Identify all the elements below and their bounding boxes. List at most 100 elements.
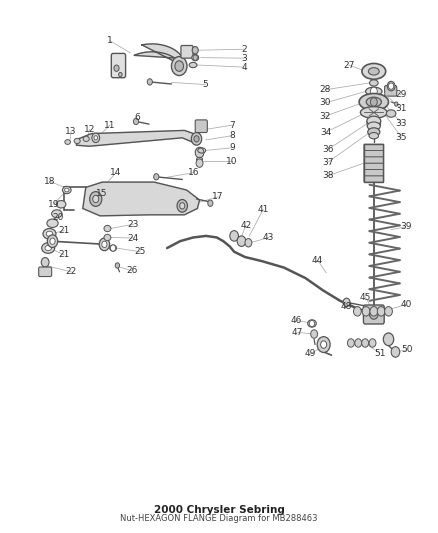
Circle shape xyxy=(311,330,318,338)
FancyBboxPatch shape xyxy=(111,53,126,78)
Ellipse shape xyxy=(65,188,69,192)
Circle shape xyxy=(110,245,116,251)
Circle shape xyxy=(194,136,199,142)
Text: 2: 2 xyxy=(241,45,247,54)
Circle shape xyxy=(362,339,369,347)
Ellipse shape xyxy=(368,68,379,75)
Ellipse shape xyxy=(369,133,378,139)
Circle shape xyxy=(92,133,100,142)
Circle shape xyxy=(41,257,49,267)
Text: 23: 23 xyxy=(128,220,139,229)
Circle shape xyxy=(94,136,98,140)
Text: 41: 41 xyxy=(258,205,269,214)
Text: 32: 32 xyxy=(319,112,331,120)
Text: 27: 27 xyxy=(343,61,354,69)
Text: 39: 39 xyxy=(400,222,412,231)
Text: 7: 7 xyxy=(229,120,235,130)
Circle shape xyxy=(90,191,102,206)
Ellipse shape xyxy=(367,122,380,131)
FancyBboxPatch shape xyxy=(181,45,193,58)
Circle shape xyxy=(195,147,204,158)
Circle shape xyxy=(395,102,398,106)
Circle shape xyxy=(99,238,110,251)
Text: Nut-HEXAGON FLANGE Diagram for MB288463: Nut-HEXAGON FLANGE Diagram for MB288463 xyxy=(120,514,318,523)
Circle shape xyxy=(317,337,330,352)
Circle shape xyxy=(180,203,185,209)
Text: 19: 19 xyxy=(48,200,60,209)
Circle shape xyxy=(371,87,377,95)
Circle shape xyxy=(353,306,361,316)
Text: 35: 35 xyxy=(396,133,407,142)
FancyBboxPatch shape xyxy=(39,267,52,277)
Circle shape xyxy=(362,306,370,316)
Circle shape xyxy=(355,339,362,347)
FancyBboxPatch shape xyxy=(364,163,384,169)
Ellipse shape xyxy=(110,245,117,251)
Ellipse shape xyxy=(367,116,381,126)
Ellipse shape xyxy=(104,235,111,241)
Circle shape xyxy=(154,174,159,180)
FancyBboxPatch shape xyxy=(364,157,384,163)
Ellipse shape xyxy=(192,54,199,61)
Ellipse shape xyxy=(189,62,197,68)
Circle shape xyxy=(237,236,246,246)
Ellipse shape xyxy=(65,140,71,144)
Polygon shape xyxy=(83,182,200,216)
Text: 34: 34 xyxy=(321,127,332,136)
Text: 14: 14 xyxy=(110,168,122,177)
Text: 16: 16 xyxy=(188,168,200,177)
Text: 3: 3 xyxy=(241,54,247,63)
FancyBboxPatch shape xyxy=(364,150,384,157)
Text: 20: 20 xyxy=(53,214,64,222)
Text: 17: 17 xyxy=(212,192,224,201)
Ellipse shape xyxy=(366,87,382,95)
Ellipse shape xyxy=(43,229,56,239)
FancyBboxPatch shape xyxy=(364,305,384,324)
Text: 45: 45 xyxy=(360,293,371,302)
Circle shape xyxy=(147,79,152,85)
Circle shape xyxy=(177,199,187,212)
Circle shape xyxy=(385,306,392,316)
Text: 49: 49 xyxy=(305,349,316,358)
Text: 8: 8 xyxy=(229,131,235,140)
FancyBboxPatch shape xyxy=(364,169,384,176)
Circle shape xyxy=(230,231,238,241)
Circle shape xyxy=(370,306,378,316)
Ellipse shape xyxy=(74,139,80,143)
Circle shape xyxy=(196,159,203,167)
Circle shape xyxy=(309,320,314,327)
Text: 1: 1 xyxy=(107,36,113,45)
Circle shape xyxy=(175,61,184,71)
Circle shape xyxy=(321,341,327,348)
Circle shape xyxy=(192,46,198,54)
Ellipse shape xyxy=(366,97,381,107)
Circle shape xyxy=(347,339,354,347)
Circle shape xyxy=(102,241,107,247)
Text: 22: 22 xyxy=(65,267,77,276)
Ellipse shape xyxy=(368,128,380,136)
Polygon shape xyxy=(134,44,183,64)
FancyBboxPatch shape xyxy=(364,144,384,150)
FancyBboxPatch shape xyxy=(364,176,384,182)
Text: 24: 24 xyxy=(128,233,139,243)
Polygon shape xyxy=(76,131,200,146)
Circle shape xyxy=(370,309,378,319)
Ellipse shape xyxy=(387,82,395,91)
Ellipse shape xyxy=(42,243,55,253)
Text: 40: 40 xyxy=(400,300,412,309)
FancyBboxPatch shape xyxy=(195,120,207,133)
Text: 46: 46 xyxy=(290,316,302,325)
Text: 51: 51 xyxy=(374,349,385,358)
Text: 10: 10 xyxy=(226,157,238,166)
Ellipse shape xyxy=(362,63,386,79)
Text: 21: 21 xyxy=(59,226,70,235)
Circle shape xyxy=(114,65,119,71)
Ellipse shape xyxy=(57,200,66,208)
Ellipse shape xyxy=(104,225,111,232)
Text: 26: 26 xyxy=(126,266,138,275)
Circle shape xyxy=(371,98,377,106)
Circle shape xyxy=(193,55,198,60)
Ellipse shape xyxy=(46,231,53,237)
Text: 29: 29 xyxy=(395,90,406,99)
Ellipse shape xyxy=(307,320,316,327)
